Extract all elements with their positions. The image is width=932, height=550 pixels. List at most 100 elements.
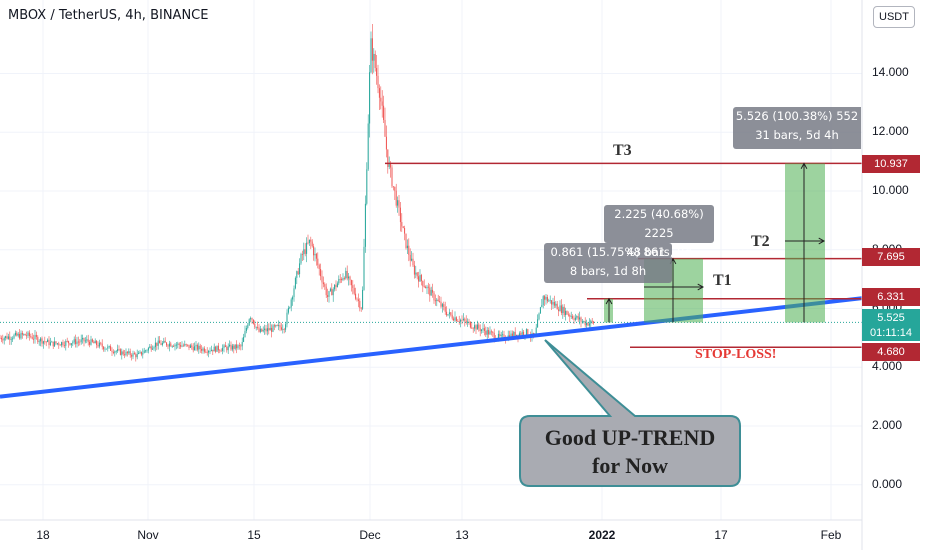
candle-body <box>502 334 504 336</box>
candle-body <box>430 289 432 296</box>
candle-body <box>292 297 294 300</box>
candle-body <box>562 306 564 314</box>
candle-body <box>570 316 572 317</box>
candle-body <box>30 336 32 337</box>
candle-body <box>465 320 467 323</box>
candle-body <box>252 319 254 324</box>
candle-body <box>31 336 33 339</box>
candle-body <box>286 312 288 325</box>
candle-body <box>168 343 170 347</box>
candle-body <box>212 349 214 352</box>
candle-body <box>117 349 119 352</box>
candle-body <box>229 344 231 347</box>
candle-body <box>443 304 445 307</box>
candle-body <box>444 306 446 312</box>
candle-body <box>591 320 593 322</box>
candle-body <box>558 309 560 312</box>
candle-body <box>436 299 438 302</box>
candle-body <box>61 342 63 346</box>
candle-body <box>104 348 106 350</box>
candle-body <box>493 332 495 339</box>
candle-body <box>394 186 396 191</box>
drawing-overlays <box>0 162 863 487</box>
candle-body <box>276 325 278 326</box>
x-tick-label: 15 <box>247 528 261 542</box>
candle-body <box>385 136 387 150</box>
candle-body <box>467 321 469 323</box>
candle-body <box>334 284 336 290</box>
candle-body <box>44 341 46 343</box>
candle-body <box>545 297 547 300</box>
candle-body <box>499 333 501 337</box>
candle-body <box>441 304 443 307</box>
candle-body <box>124 354 126 356</box>
candle-body <box>264 328 266 330</box>
candle-body <box>397 200 399 206</box>
candle-body <box>91 339 93 342</box>
candle-body <box>189 345 191 348</box>
candle-body <box>322 282 324 285</box>
candle-body <box>486 329 488 335</box>
candle-body <box>299 263 301 275</box>
candle-body <box>359 300 361 308</box>
candle-body <box>503 334 505 340</box>
currency-button[interactable]: USDT <box>873 6 915 28</box>
candle-body <box>583 321 585 322</box>
candle-body <box>331 288 333 296</box>
candle-body <box>209 350 211 352</box>
candle-body <box>173 345 175 347</box>
candle-body <box>82 337 84 340</box>
candle-body <box>254 323 256 328</box>
candle-body <box>541 305 543 308</box>
candle-body <box>339 278 341 280</box>
candle-body <box>126 351 128 354</box>
candle-body <box>147 347 149 351</box>
t2-measure-line1: 2.225 (40.68%) 2225 <box>614 207 704 240</box>
candle-body <box>552 301 554 305</box>
candle-body <box>565 310 567 316</box>
candle-body <box>318 265 320 270</box>
x-tick-label: 18 <box>36 528 50 542</box>
candle-body <box>327 295 329 297</box>
candle-body <box>586 322 588 326</box>
candlestick-series <box>0 24 595 362</box>
candle-body <box>24 334 26 336</box>
candle-body <box>521 331 523 335</box>
candle-body <box>52 341 54 347</box>
candle-body <box>157 340 159 346</box>
candle-body <box>140 351 142 355</box>
candle-body <box>135 354 137 358</box>
candle-body <box>590 320 592 324</box>
candle-body <box>546 297 548 302</box>
candle-body <box>551 300 553 305</box>
candle-body <box>314 253 316 256</box>
candle-body <box>525 329 527 336</box>
candle-body <box>272 325 274 332</box>
candle-body <box>478 324 480 329</box>
candle-body <box>518 333 520 337</box>
candle-body <box>398 200 400 208</box>
candle-body <box>520 333 522 335</box>
t3-measure-line2: 31 bars, 5d 4h <box>755 128 839 142</box>
candle-body <box>573 318 575 320</box>
candle-body <box>188 344 190 348</box>
candle-body <box>65 341 67 346</box>
candle-body <box>563 306 565 316</box>
candle-body <box>35 334 37 337</box>
candle-body <box>45 341 47 343</box>
candle-body <box>128 351 130 354</box>
candle-body <box>121 351 123 355</box>
candle-body <box>89 341 91 345</box>
candle-body <box>227 346 229 351</box>
candle-body <box>10 339 12 340</box>
candle-body <box>479 328 481 332</box>
candle-body <box>108 346 110 347</box>
y-tick-label: 4.000 <box>872 359 903 374</box>
candle-body <box>457 321 459 322</box>
y-tick-label: 12.000 <box>872 124 909 139</box>
candle-body <box>356 298 358 300</box>
candle-body <box>233 345 235 349</box>
candle-body <box>527 329 529 336</box>
t2-measure-box: 2.225 (40.68%) 2225 48 bars, 8d <box>604 205 714 259</box>
